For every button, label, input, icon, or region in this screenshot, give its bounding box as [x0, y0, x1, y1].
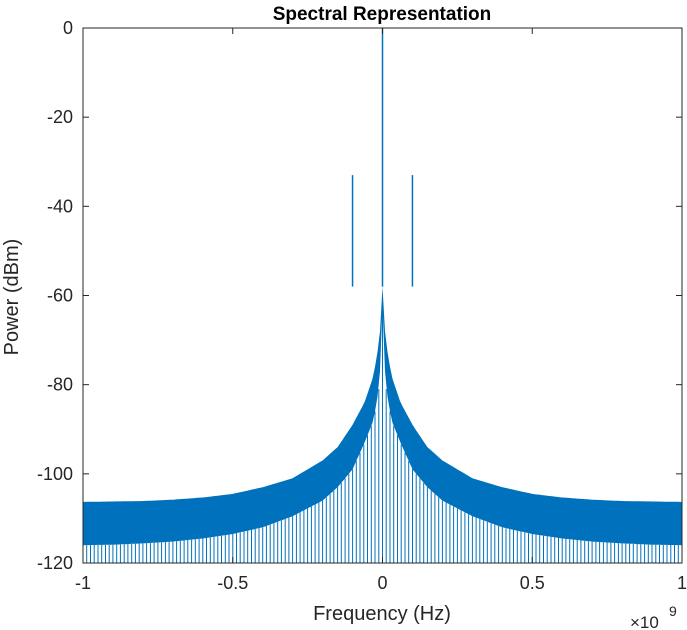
x-exponent-label: ×10 9 [630, 603, 677, 630]
x-tick-label: 0.5 [520, 573, 545, 593]
x-tick-label: -1 [75, 573, 91, 593]
axes: -1 -0.5 0 0.5 1 0 -20 -40 -60 -80 -100 -120 [37, 18, 687, 593]
x-axis-label: Frequency (Hz) [313, 603, 451, 625]
y-tick-label: 0 [63, 18, 73, 38]
y-tick-label: -20 [47, 107, 73, 127]
y-tick-label: -120 [37, 553, 73, 573]
y-tick-label: -60 [47, 286, 73, 306]
spectrum-band [83, 286, 682, 546]
chart-title: Spectral Representation [273, 4, 492, 25]
y-tick-label: -80 [47, 375, 73, 395]
x-exponent-power: 9 [669, 603, 677, 619]
y-tick-label: -40 [47, 196, 73, 216]
x-tick-label: 1 [677, 573, 687, 593]
spectrum-spikes [82, 304, 683, 563]
x-tick-label: 0 [377, 573, 387, 593]
x-exponent-base: ×10 [630, 613, 659, 630]
y-axis-label: Power (dBm) [1, 239, 23, 356]
plot-area [82, 28, 683, 563]
y-tick-label: -100 [37, 464, 73, 484]
x-tick-label: -0.5 [217, 573, 248, 593]
